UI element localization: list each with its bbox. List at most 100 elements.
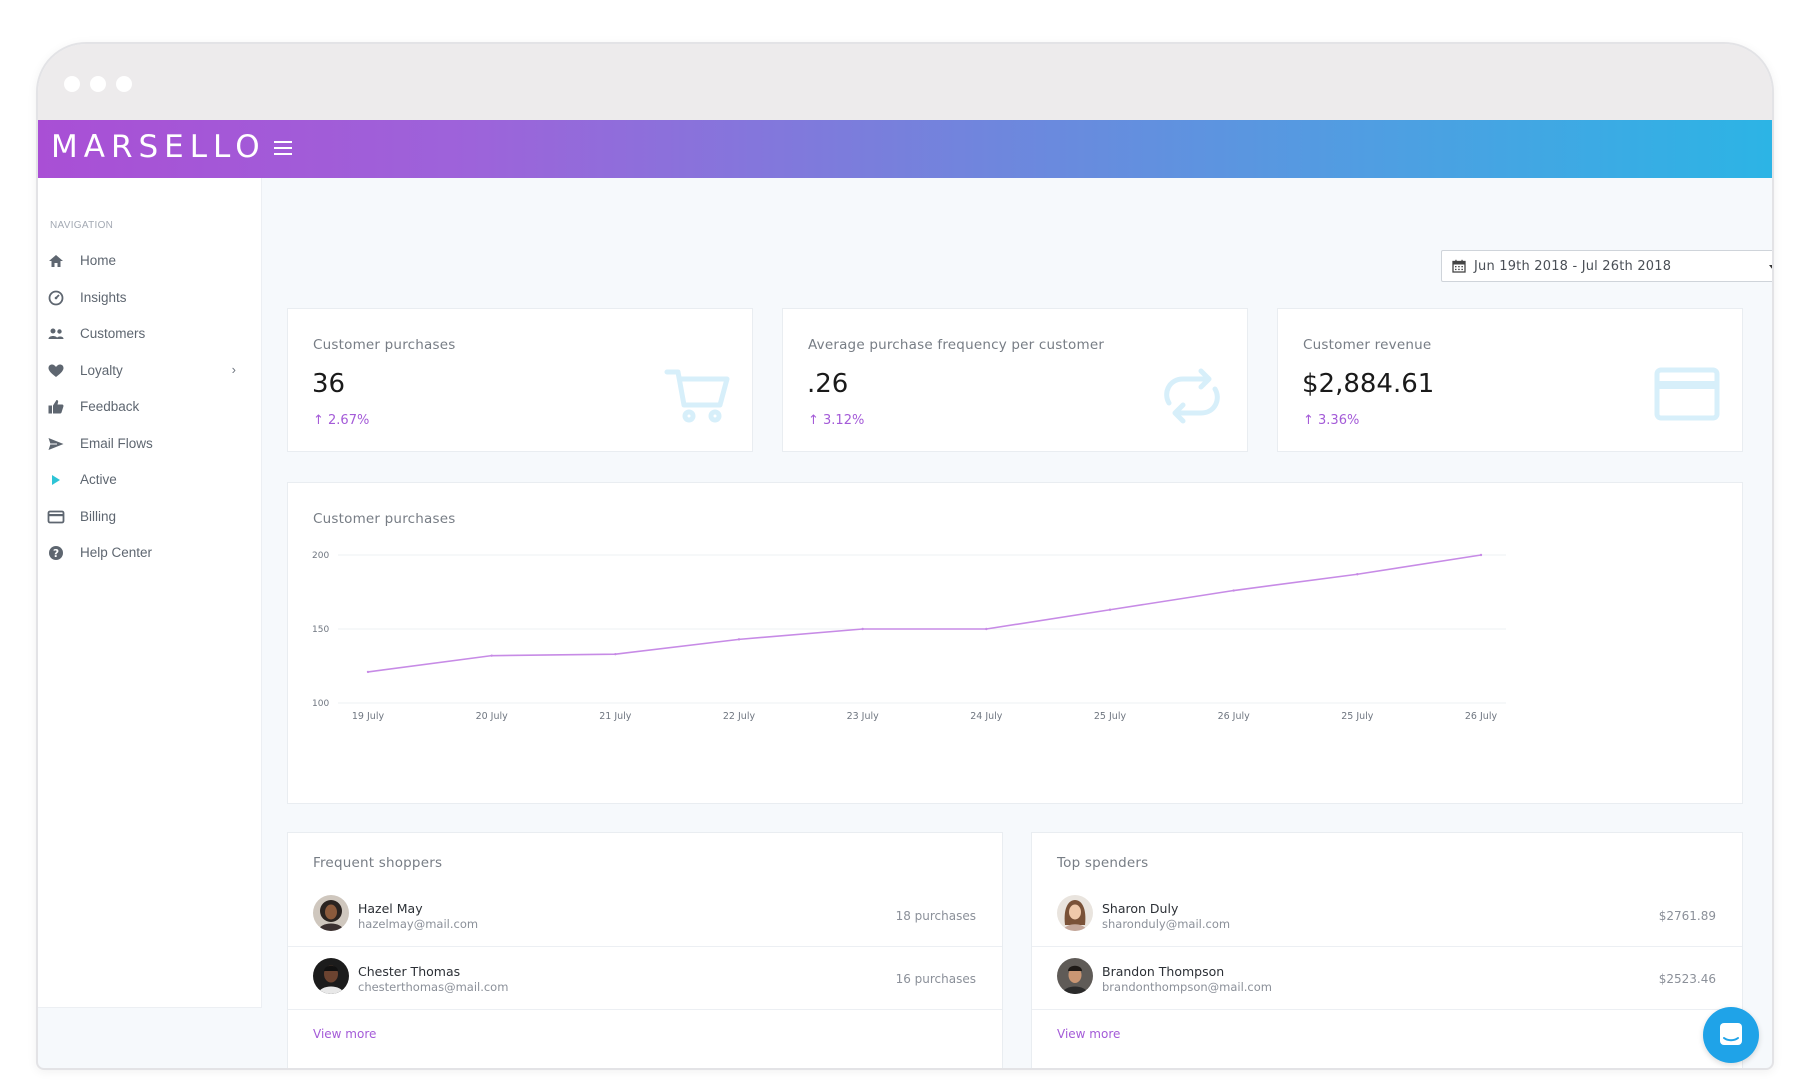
y-tick-label: 200: [312, 551, 329, 561]
repeat-icon: [1164, 368, 1220, 424]
kpi-card-purchase-frequency: Average purchase frequency per customer …: [782, 308, 1248, 452]
calendar-icon: [1452, 259, 1466, 273]
list-item[interactable]: Hazel May hazelmay@mail.com 18 purchases: [288, 885, 1002, 947]
kpi-value: .26: [807, 369, 849, 399]
window-dot: [64, 76, 80, 92]
person-email: chesterthomas@mail.com: [358, 980, 509, 994]
data-point: [737, 638, 741, 641]
sidebar-item-label: Insights: [80, 290, 127, 305]
main-content: Jun 19th 2018 - Jul 26th 2018 Customer p…: [263, 178, 1772, 1068]
kpi-value: 36: [312, 369, 346, 399]
sidebar-item-insights[interactable]: Insights: [38, 281, 262, 315]
data-point: [1356, 573, 1359, 576]
chat-icon: [1720, 1023, 1742, 1045]
window-titlebar: [38, 44, 1772, 120]
credit-card-icon: [47, 510, 65, 524]
hamburger-menu-icon[interactable]: [274, 141, 292, 155]
avatar: [1057, 895, 1093, 931]
view-more-link[interactable]: View more: [313, 1027, 377, 1041]
x-tick-label: 25 July: [1341, 711, 1374, 722]
avatar: [313, 895, 349, 931]
home-icon: [49, 255, 63, 267]
sidebar-item-label: Loyalty: [80, 363, 123, 378]
avatar: [313, 958, 349, 994]
app-logo[interactable]: MARSELLO: [51, 129, 266, 165]
chart-title: Customer purchases: [313, 511, 456, 527]
app-header: MARSELLO: [38, 120, 1772, 178]
x-tick-label: 19 July: [352, 711, 385, 722]
spend-amount: $2761.89: [1658, 909, 1716, 923]
sidebar-item-active[interactable]: Active: [38, 463, 262, 497]
x-tick-label: 22 July: [723, 711, 756, 722]
panel-title: Top spenders: [1057, 855, 1149, 871]
view-more-link[interactable]: View more: [1057, 1027, 1121, 1041]
chevron-right-icon: ›: [231, 362, 236, 377]
sidebar-item-feedback[interactable]: Feedback: [38, 390, 262, 424]
paper-plane-icon: [48, 438, 64, 450]
series-line: [367, 554, 1482, 673]
purchase-count: 16 purchases: [895, 972, 976, 986]
y-tick-label: 150: [312, 625, 329, 635]
person-name: Sharon Duly: [1102, 901, 1179, 916]
person-name: Hazel May: [358, 901, 423, 916]
sidebar-item-home[interactable]: Home: [38, 244, 262, 278]
sidebar-item-label: Feedback: [80, 399, 140, 414]
data-point: [1108, 608, 1112, 611]
list-item[interactable]: Sharon Duly sharonduly@mail.com $2761.89: [1032, 885, 1742, 947]
sidebar-item-email-flows[interactable]: Email Flows: [38, 427, 262, 461]
shopping-cart-icon: [664, 369, 730, 423]
avatar: [1057, 958, 1093, 994]
person-name: Brandon Thompson: [1102, 964, 1225, 979]
sidebar-item-label: Help Center: [80, 545, 153, 560]
kpi-card-customer-revenue: Customer revenue $2,884.61 ↑ 3.36%: [1277, 308, 1743, 452]
date-range-label: Jun 19th 2018 - Jul 26th 2018: [1474, 259, 1672, 274]
x-tick-label: 21 July: [599, 711, 632, 722]
sidebar-item-label: Billing: [80, 509, 117, 524]
kpi-title: Customer revenue: [1303, 337, 1432, 353]
person-email: sharonduly@mail.com: [1102, 917, 1231, 931]
sidebar-item-loyalty[interactable]: Loyalty ›: [38, 354, 262, 388]
x-tick-label: 25 July: [1094, 711, 1127, 722]
sidebar: NAVIGATION Home Insights Customers Loyal…: [38, 178, 262, 1008]
x-tick-label: 20 July: [476, 711, 509, 722]
kpi-title: Customer purchases: [313, 337, 456, 353]
x-tick-label: 24 July: [970, 711, 1003, 722]
chat-launcher-button[interactable]: [1703, 1007, 1759, 1063]
chart-card: Customer purchases 100 150 200 19 July 20 Ju…: [287, 482, 1743, 804]
heart-icon: [48, 364, 64, 377]
data-point: [490, 654, 493, 657]
kpi-change: ↑ 3.12%: [808, 413, 865, 428]
credit-card-icon: [1654, 367, 1720, 421]
spend-amount: $2523.46: [1658, 972, 1716, 986]
data-point: [985, 627, 988, 631]
person-name: Chester Thomas: [358, 964, 461, 979]
sidebar-item-customers[interactable]: Customers: [38, 317, 262, 351]
list-item[interactable]: Chester Thomas chesterthomas@mail.com 16…: [288, 948, 1002, 1010]
data-point: [366, 670, 370, 674]
data-point: [614, 652, 617, 656]
thumbs-up-icon: [48, 400, 64, 414]
kpi-change: ↑ 2.67%: [313, 413, 370, 428]
kpi-title: Average purchase frequency per customer: [808, 337, 1105, 353]
date-range-picker[interactable]: Jun 19th 2018 - Jul 26th 2018: [1441, 250, 1772, 282]
purchase-count: 18 purchases: [895, 909, 976, 923]
y-tick-label: 100: [312, 699, 329, 709]
nav-section-title: NAVIGATION: [50, 220, 114, 231]
x-tick-label: 26 July: [1465, 711, 1498, 722]
sidebar-item-label: Email Flows: [80, 436, 153, 451]
svg-text:?: ?: [53, 548, 59, 560]
sidebar-item-label: Active: [80, 472, 117, 487]
sidebar-item-billing[interactable]: Billing: [38, 500, 262, 534]
x-tick-label: 26 July: [1218, 711, 1251, 722]
data-point: [1479, 553, 1483, 557]
window-dot: [116, 76, 132, 92]
users-icon: [48, 328, 64, 339]
list-item[interactable]: Brandon Thompson brandonthompson@mail.co…: [1032, 948, 1742, 1010]
data-point: [1232, 589, 1235, 592]
top-spenders-panel: Top spenders Sharon Duly sharonduly@mail…: [1031, 832, 1743, 1068]
window-dot: [90, 76, 106, 92]
question-icon: ?: [49, 546, 63, 560]
customer-purchases-chart: 100 150 200 19 July 20 July 21 July 22 July 23 …: [312, 551, 1506, 722]
play-icon: [52, 475, 60, 485]
sidebar-item-help-center[interactable]: ? Help Center: [38, 536, 262, 570]
